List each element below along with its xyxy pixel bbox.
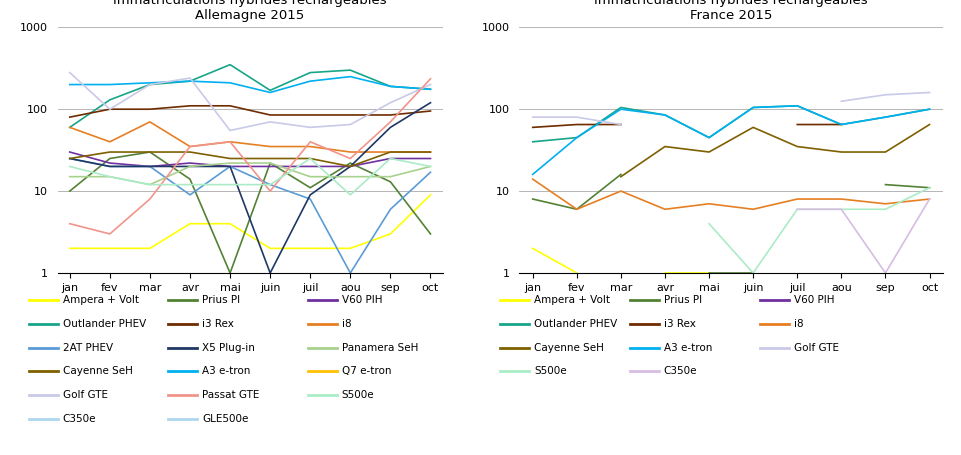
Text: Passat GTE: Passat GTE xyxy=(202,390,259,400)
Text: S500e: S500e xyxy=(341,390,374,400)
Text: i3 Rex: i3 Rex xyxy=(663,319,695,329)
Text: Outlander PHEV: Outlander PHEV xyxy=(533,319,617,329)
Text: S500e: S500e xyxy=(533,366,566,376)
Text: Golf GTE: Golf GTE xyxy=(62,390,108,400)
Text: GLE500e: GLE500e xyxy=(202,414,248,424)
Text: 2AT PHEV: 2AT PHEV xyxy=(62,343,112,353)
Text: i8: i8 xyxy=(793,319,802,329)
Text: Golf GTE: Golf GTE xyxy=(793,343,838,353)
Text: Outlander PHEV: Outlander PHEV xyxy=(62,319,146,329)
Text: Cayenne SeH: Cayenne SeH xyxy=(533,343,604,353)
Text: Ampera + Volt: Ampera + Volt xyxy=(62,295,138,305)
Text: V60 PIH: V60 PIH xyxy=(793,295,833,305)
Text: A3 e-tron: A3 e-tron xyxy=(202,366,250,376)
Title: Immatriculations hybrides rechargeables
Allemagne 2015: Immatriculations hybrides rechargeables … xyxy=(113,0,386,22)
Text: Prius PI: Prius PI xyxy=(663,295,702,305)
Text: i8: i8 xyxy=(341,319,351,329)
Title: Immatriculations hybrides rechargeables
France 2015: Immatriculations hybrides rechargeables … xyxy=(594,0,867,22)
Text: Q7 e-tron: Q7 e-tron xyxy=(341,366,390,376)
Text: Ampera + Volt: Ampera + Volt xyxy=(533,295,609,305)
Text: i3 Rex: i3 Rex xyxy=(202,319,234,329)
Text: Cayenne SeH: Cayenne SeH xyxy=(62,366,133,376)
Text: Prius PI: Prius PI xyxy=(202,295,240,305)
Text: Panamera SeH: Panamera SeH xyxy=(341,343,417,353)
Text: C350e: C350e xyxy=(663,366,697,376)
Text: X5 Plug-in: X5 Plug-in xyxy=(202,343,255,353)
Text: V60 PIH: V60 PIH xyxy=(341,295,382,305)
Text: C350e: C350e xyxy=(62,414,96,424)
Text: A3 e-tron: A3 e-tron xyxy=(663,343,711,353)
